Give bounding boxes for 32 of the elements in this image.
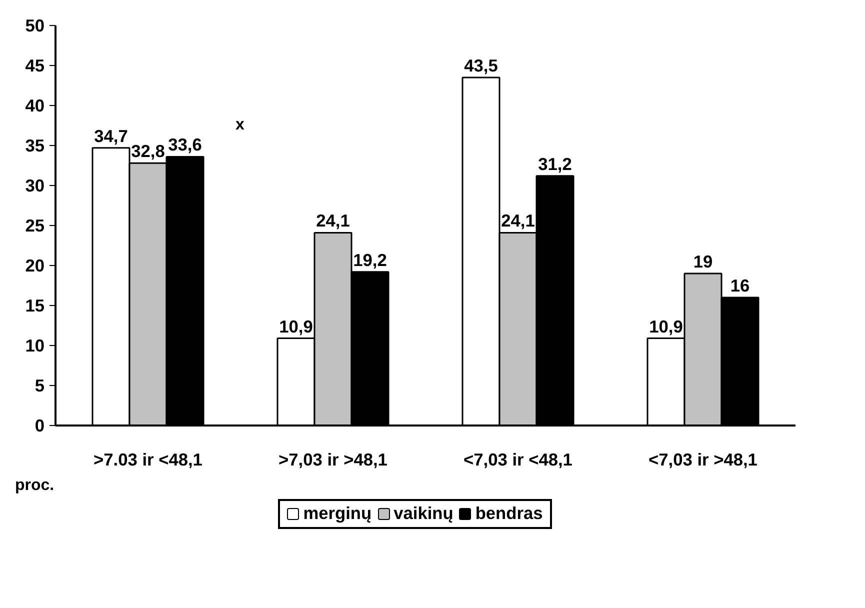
annotation: x — [236, 116, 244, 134]
data-label: 32,8 — [131, 141, 166, 162]
y-tick-label: 5 — [34, 376, 45, 396]
legend-label: merginų — [302, 503, 372, 524]
x-tick-label: >7.03 ir <48,1 — [94, 450, 203, 470]
data-label: 19,2 — [353, 250, 387, 270]
y-tick-label: 25 — [25, 216, 45, 236]
text: proc. — [15, 477, 54, 495]
y-tick-label: 45 — [25, 56, 45, 76]
x-tick-label: <7,03 ir <48,1 — [464, 450, 573, 470]
data-label: 43,5 — [464, 56, 498, 76]
y-tick-label: 50 — [25, 16, 45, 36]
y-tick-label: 40 — [25, 96, 45, 116]
y-tick-label: 10 — [25, 336, 45, 356]
legend-label: bendras — [474, 503, 543, 524]
data-label: 10,9 — [649, 316, 683, 336]
y-tick-label: 30 — [25, 176, 45, 196]
legend-label: vaikinų — [392, 503, 454, 524]
y-tick-label: 15 — [25, 296, 45, 316]
x-tick-label: <7,03 ir >48,1 — [648, 450, 758, 470]
x-tick-label: >7,03 ir >48,1 — [278, 450, 388, 470]
data-label: 19 — [693, 252, 713, 272]
data-label: 24,1 — [501, 210, 536, 231]
data-label: 31,2 — [538, 154, 572, 174]
data-label: 34,7 — [94, 126, 128, 146]
y-tick-label: 0 — [34, 416, 45, 436]
data-label: 33,6 — [168, 134, 202, 155]
data-label: 10,9 — [279, 316, 313, 336]
y-tick-label: 35 — [25, 136, 45, 156]
data-label: 16 — [730, 276, 750, 296]
data-label: 24,1 — [316, 210, 350, 231]
y-tick-label: 20 — [25, 256, 45, 276]
